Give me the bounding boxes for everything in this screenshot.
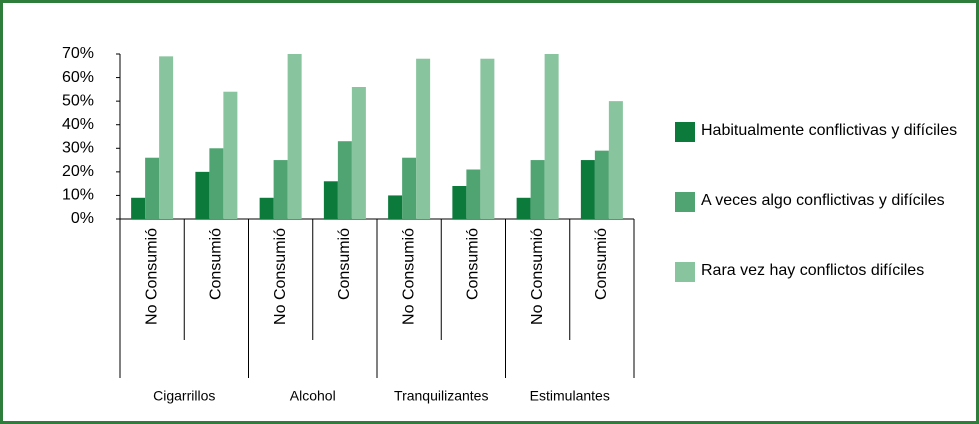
bar — [416, 58, 431, 219]
bar — [351, 87, 366, 219]
legend-label: Habitualmente conflictivas y difíciles — [701, 122, 958, 139]
x-tick-label: No Consumió — [143, 228, 160, 325]
legend-item: Rara vez hay conflictos difíciles — [675, 260, 960, 282]
bar — [259, 197, 274, 219]
bar — [195, 171, 210, 219]
legend-swatch — [675, 192, 695, 212]
group-label: Cigarrillos — [153, 388, 215, 404]
group-label: Estimulantes — [530, 388, 610, 404]
x-tick-label: Consumió — [336, 228, 353, 300]
bar — [530, 160, 545, 219]
bar — [608, 101, 623, 219]
legend-label: Rara vez hay conflictos difíciles — [701, 262, 925, 279]
bar — [480, 58, 495, 219]
x-tick-label: No Consumió — [529, 228, 546, 325]
x-tick-label: Consumió — [208, 228, 225, 300]
legend-item: Habitualmente conflictivas y difíciles — [675, 120, 960, 142]
bar — [544, 54, 559, 219]
bar — [287, 54, 302, 219]
x-tick-label: No Consumió — [400, 228, 417, 325]
y-tick-label: 60% — [62, 69, 94, 86]
bar — [337, 141, 352, 219]
bar — [323, 181, 338, 219]
x-tick-label: Consumió — [465, 228, 482, 300]
bar — [131, 197, 146, 219]
legend-label: A veces algo conflictivas y difíciles — [701, 192, 945, 209]
y-tick-label: 50% — [62, 92, 94, 109]
legend-swatch — [675, 262, 695, 282]
group-label: Tranquilizantes — [394, 388, 488, 404]
bar — [452, 186, 467, 219]
bar — [209, 148, 224, 219]
y-tick-label: 30% — [62, 140, 94, 157]
bar — [223, 91, 238, 219]
x-tick-label: Consumió — [593, 228, 610, 300]
bar — [402, 157, 417, 219]
bar — [159, 56, 174, 219]
y-tick-label: 10% — [62, 187, 94, 204]
y-tick-label: 0% — [71, 210, 94, 227]
bar — [516, 197, 531, 219]
y-tick-label: 40% — [62, 116, 94, 133]
legend-swatch — [675, 122, 695, 142]
x-tick-label: No Consumió — [272, 228, 289, 325]
group-label: Alcohol — [290, 388, 336, 404]
bar — [594, 150, 609, 219]
y-tick-label: 70% — [62, 45, 94, 62]
bar — [580, 160, 595, 219]
bar — [466, 169, 481, 219]
bar — [388, 195, 403, 219]
legend-item: A veces algo conflictivas y difíciles — [675, 190, 960, 212]
y-tick-label: 20% — [62, 163, 94, 180]
bar — [273, 160, 288, 219]
bar — [145, 157, 160, 219]
